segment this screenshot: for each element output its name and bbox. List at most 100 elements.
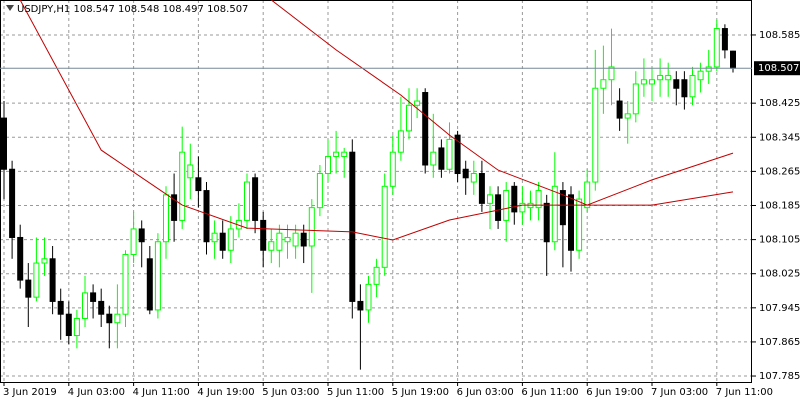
candle-body <box>673 79 680 89</box>
candle-body <box>187 164 194 179</box>
candle-body <box>713 28 720 68</box>
candle-body <box>503 190 510 221</box>
candle-body <box>316 173 323 209</box>
candle-body <box>511 185 518 213</box>
candle-body <box>721 28 728 51</box>
candle-body <box>244 181 250 221</box>
candle-body <box>568 194 574 251</box>
candle-body <box>171 194 178 221</box>
candle-body <box>438 147 445 170</box>
candle-body <box>705 66 712 72</box>
candle-body <box>649 79 655 85</box>
candle-body <box>576 198 583 251</box>
plot-frame <box>0 0 752 383</box>
x-tick-label: 7 Jun 03:00 <box>651 387 708 398</box>
candle-body <box>422 92 429 166</box>
candle-body <box>82 292 88 319</box>
candle-body <box>543 202 550 243</box>
candle-body <box>106 313 113 324</box>
x-tick-label: 4 Jun 03:00 <box>68 387 125 398</box>
candle-body <box>640 79 647 85</box>
y-tick-label: 108.425 <box>759 98 800 109</box>
candle-body <box>519 202 526 213</box>
candle-body <box>592 87 599 183</box>
y-tick-label: 108.025 <box>759 269 800 280</box>
chart-title: USDJPY,H1 108.547 108.548 108.497 108.50… <box>17 4 248 15</box>
x-tick-label: 7 Jun 11:00 <box>716 387 773 398</box>
candle-body <box>138 228 145 243</box>
y-tick-label: 108.105 <box>759 235 800 246</box>
candle-body <box>163 194 169 243</box>
candle-body <box>292 232 299 247</box>
candle-body <box>41 258 48 264</box>
x-tick-label: 3 Jun 2019 <box>3 387 57 398</box>
y-tick-label: 107.865 <box>759 337 800 348</box>
candle-body <box>57 300 64 315</box>
last-price-label: 108.507 <box>758 63 799 74</box>
candle-body <box>397 130 404 153</box>
candle-body <box>495 194 502 221</box>
candle-body <box>357 300 364 311</box>
candle-body <box>487 194 493 204</box>
x-tick-label: 5 Jun 19:00 <box>392 387 449 398</box>
candle-body <box>535 190 542 209</box>
candle-body <box>414 100 421 106</box>
candle-body <box>689 74 696 98</box>
x-tick-label: 5 Jun 11:00 <box>327 387 384 398</box>
candle-body <box>657 74 664 81</box>
candle-body <box>584 181 591 209</box>
candle-body <box>268 241 275 251</box>
candle-body <box>308 207 315 247</box>
candle-body <box>179 151 186 221</box>
x-tick-label: 4 Jun 19:00 <box>197 387 254 398</box>
candle-body <box>624 113 631 119</box>
candle-body <box>616 100 623 119</box>
candle-body <box>478 173 485 204</box>
y-tick-label: 108.345 <box>759 132 800 143</box>
candle-body <box>454 134 461 175</box>
candle-body <box>17 236 24 281</box>
candle-body <box>227 228 234 251</box>
candle-body <box>551 185 558 243</box>
candle-body <box>608 66 615 81</box>
candle-body <box>154 241 161 311</box>
x-tick-label: 4 Jun 11:00 <box>133 387 190 398</box>
candle-body <box>697 70 704 81</box>
candle-body <box>98 300 105 315</box>
x-tick-label: 6 Jun 11:00 <box>521 387 578 398</box>
candle-body <box>730 50 736 69</box>
candle-body <box>252 177 259 221</box>
candle-body <box>49 258 56 302</box>
title-icon <box>6 5 14 11</box>
x-tick-label: 6 Jun 03:00 <box>457 387 514 398</box>
moving-average <box>19 0 734 241</box>
candle-body <box>90 292 97 302</box>
last-price-box <box>754 61 800 76</box>
y-tick-label: 107.945 <box>759 303 800 314</box>
candle-body <box>365 283 372 311</box>
candle-body <box>73 317 80 337</box>
candle-body <box>9 168 16 238</box>
candle-body <box>681 79 688 98</box>
candle-body <box>284 236 291 243</box>
candle-body <box>389 151 396 187</box>
candle-body <box>146 258 153 311</box>
candle-body <box>122 254 129 315</box>
candle-body <box>114 313 121 324</box>
candle-body <box>25 279 32 298</box>
x-tick-label: 5 Jun 03:00 <box>262 387 319 398</box>
candle-body <box>325 155 331 175</box>
candle-body <box>33 262 40 298</box>
candle-body <box>559 190 566 226</box>
candle-body <box>300 232 307 247</box>
candle-body <box>65 313 72 337</box>
candle-body <box>349 151 356 302</box>
candle-body <box>341 151 348 157</box>
candle-body <box>406 104 412 132</box>
candle-body <box>381 185 388 268</box>
candle-body <box>130 228 137 256</box>
candle-body <box>665 74 672 81</box>
candle-body <box>632 83 639 115</box>
candle-body <box>203 190 210 243</box>
